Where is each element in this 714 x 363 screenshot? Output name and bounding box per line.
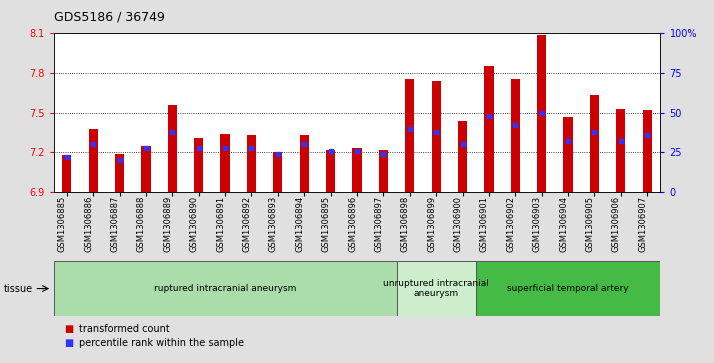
Bar	[396, 261, 476, 316]
Text: percentile rank within the sample: percentile rank within the sample	[79, 338, 243, 348]
Bar	[168, 105, 177, 192]
Bar	[194, 138, 203, 192]
Text: GSM1306907: GSM1306907	[638, 196, 648, 252]
Text: GSM1306898: GSM1306898	[401, 196, 410, 252]
Text: GSM1306888: GSM1306888	[137, 196, 146, 252]
Text: ruptured intracranial aneurysm: ruptured intracranial aneurysm	[154, 284, 296, 293]
Text: GSM1306893: GSM1306893	[269, 196, 278, 252]
Bar	[221, 134, 230, 192]
Bar	[616, 109, 625, 192]
Text: GSM1306904: GSM1306904	[559, 196, 568, 252]
Text: GSM1306886: GSM1306886	[84, 196, 93, 252]
Text: GSM1306890: GSM1306890	[190, 196, 198, 252]
Bar	[378, 150, 388, 192]
Bar	[431, 81, 441, 192]
Bar	[484, 66, 493, 192]
Text: superficial temporal artery: superficial temporal artery	[507, 284, 629, 293]
Bar	[141, 146, 151, 192]
Bar	[458, 121, 467, 192]
Text: GSM1306889: GSM1306889	[164, 196, 172, 252]
Text: transformed count: transformed count	[79, 323, 169, 334]
Bar	[476, 261, 660, 316]
Bar	[353, 148, 361, 192]
Bar	[89, 129, 98, 192]
Bar	[115, 154, 124, 192]
Bar	[273, 152, 283, 192]
Text: GSM1306899: GSM1306899	[427, 196, 436, 252]
Text: GSM1306896: GSM1306896	[348, 196, 357, 252]
Text: GSM1306894: GSM1306894	[295, 196, 304, 252]
Text: GSM1306901: GSM1306901	[480, 196, 489, 252]
Bar	[62, 155, 71, 192]
Text: GSM1306902: GSM1306902	[506, 196, 516, 252]
Text: GSM1306885: GSM1306885	[58, 196, 66, 252]
Text: GSM1306906: GSM1306906	[612, 196, 621, 252]
Text: ■: ■	[64, 323, 74, 334]
Text: tissue: tissue	[4, 284, 33, 294]
Bar	[537, 35, 546, 192]
Bar	[643, 110, 652, 192]
Text: GSM1306905: GSM1306905	[585, 196, 595, 252]
Bar	[247, 135, 256, 192]
Bar	[326, 150, 336, 192]
Bar	[405, 79, 414, 192]
Text: GSM1306891: GSM1306891	[216, 196, 225, 252]
Bar	[511, 79, 520, 192]
Text: GDS5186 / 36749: GDS5186 / 36749	[54, 11, 164, 24]
Bar	[590, 95, 599, 192]
Text: GSM1306903: GSM1306903	[533, 196, 542, 252]
Bar	[563, 117, 573, 192]
Text: GSM1306900: GSM1306900	[453, 196, 463, 252]
Text: unruptured intracranial
aneurysm: unruptured intracranial aneurysm	[383, 279, 489, 298]
Bar	[300, 135, 309, 192]
Text: GSM1306892: GSM1306892	[243, 196, 251, 252]
Text: ■: ■	[64, 338, 74, 348]
Text: GSM1306895: GSM1306895	[321, 196, 331, 252]
Bar	[54, 261, 396, 316]
Text: GSM1306887: GSM1306887	[111, 196, 119, 252]
Text: GSM1306897: GSM1306897	[374, 196, 383, 252]
